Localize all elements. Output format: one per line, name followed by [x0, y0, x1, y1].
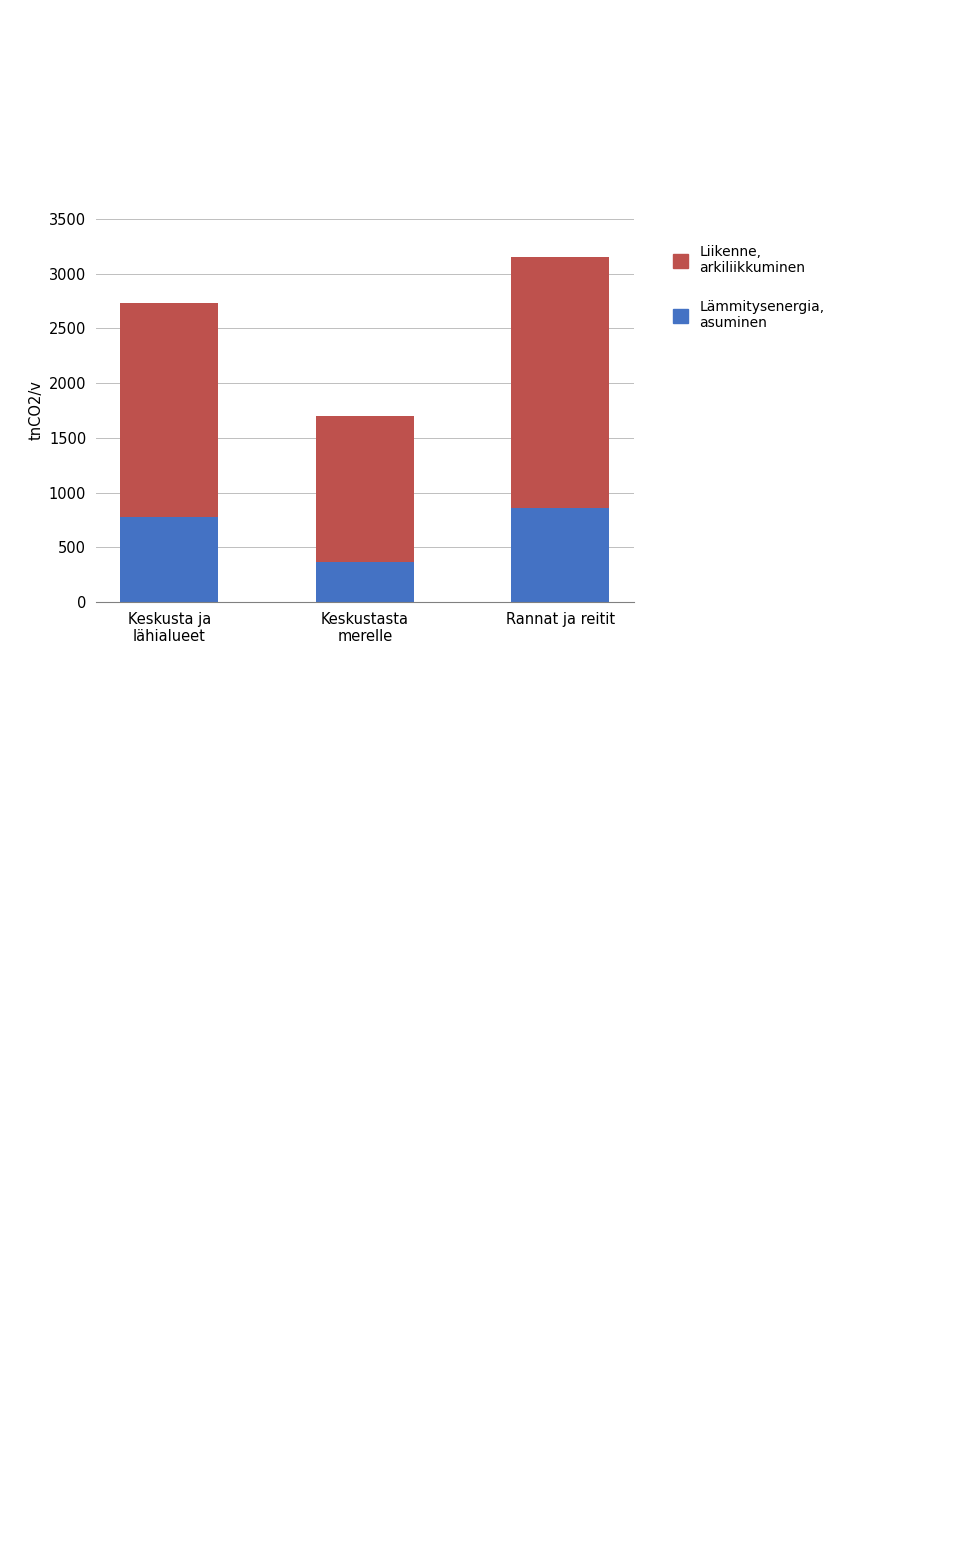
Bar [316, 561, 414, 602]
Legend: Liikenne,
arkiliikkuminen, Lämmitysenergia,
asuminen: Liikenne, arkiliikkuminen, Lämmitysenerg… [673, 246, 825, 330]
Bar [316, 416, 414, 561]
Bar [512, 508, 610, 602]
Bar [120, 516, 218, 602]
Bar [512, 256, 610, 508]
Bar [120, 303, 218, 516]
Y-axis label: tnCO2/v: tnCO2/v [28, 380, 43, 441]
